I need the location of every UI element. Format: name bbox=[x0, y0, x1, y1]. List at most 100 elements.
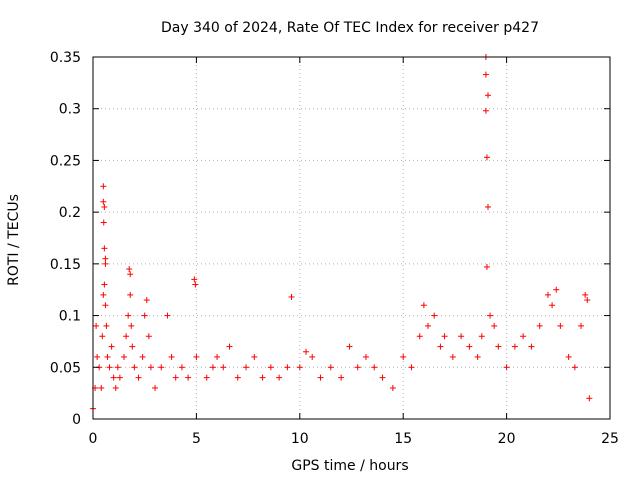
data-point bbox=[220, 364, 227, 371]
data-point bbox=[584, 297, 591, 304]
data-point bbox=[98, 384, 105, 391]
x-tick-label: 10 bbox=[291, 431, 309, 447]
data-point bbox=[437, 343, 444, 350]
data-point bbox=[536, 322, 543, 329]
data-point bbox=[209, 364, 216, 371]
scatter-points bbox=[90, 54, 593, 412]
data-point bbox=[483, 263, 490, 270]
x-tick-label: 20 bbox=[498, 431, 516, 447]
data-point bbox=[495, 343, 502, 350]
data-point bbox=[152, 384, 159, 391]
data-point bbox=[354, 364, 361, 371]
data-point bbox=[191, 276, 198, 283]
data-point bbox=[126, 266, 133, 273]
data-point bbox=[389, 384, 396, 391]
data-point bbox=[586, 395, 593, 402]
data-point bbox=[511, 343, 518, 350]
data-point bbox=[483, 154, 490, 161]
data-point bbox=[108, 343, 115, 350]
data-point bbox=[158, 364, 165, 371]
data-point bbox=[431, 312, 438, 319]
data-point bbox=[309, 353, 316, 360]
data-point bbox=[267, 364, 274, 371]
data-point bbox=[203, 374, 210, 381]
data-point bbox=[100, 291, 107, 298]
data-point bbox=[135, 374, 142, 381]
data-point bbox=[102, 260, 109, 267]
data-point bbox=[101, 203, 108, 210]
data-point bbox=[243, 364, 250, 371]
y-axis-ticks: 0 0.05 0.1 0.15 0.2 0.25 0.3 0.35 bbox=[50, 50, 610, 428]
data-point bbox=[441, 333, 448, 340]
data-point bbox=[420, 302, 427, 309]
data-point bbox=[226, 343, 233, 350]
data-point bbox=[94, 353, 101, 360]
data-point bbox=[482, 71, 489, 78]
y-tick-label: 0.1 bbox=[59, 309, 81, 325]
y-tick-label: 0.35 bbox=[50, 50, 81, 66]
data-point bbox=[276, 374, 283, 381]
data-point bbox=[100, 219, 107, 226]
data-point bbox=[193, 353, 200, 360]
x-tick-label: 15 bbox=[394, 431, 412, 447]
data-point bbox=[192, 281, 199, 288]
data-point bbox=[582, 291, 589, 298]
data-point bbox=[284, 364, 291, 371]
y-tick-label: 0.25 bbox=[50, 153, 81, 169]
data-point bbox=[571, 364, 578, 371]
data-point bbox=[338, 374, 345, 381]
data-point bbox=[458, 333, 465, 340]
data-point bbox=[123, 333, 130, 340]
data-point bbox=[99, 333, 106, 340]
data-point bbox=[484, 92, 491, 99]
y-tick-label: 0.05 bbox=[50, 360, 81, 376]
data-point bbox=[185, 374, 192, 381]
y-tick-label: 0.15 bbox=[50, 257, 81, 273]
data-point bbox=[164, 312, 171, 319]
data-point bbox=[129, 343, 136, 350]
data-point bbox=[139, 353, 146, 360]
data-point bbox=[362, 353, 369, 360]
data-point bbox=[102, 255, 109, 262]
data-point bbox=[114, 364, 121, 371]
data-point bbox=[106, 364, 113, 371]
data-point bbox=[178, 364, 185, 371]
data-point bbox=[127, 271, 134, 278]
data-point bbox=[478, 333, 485, 340]
data-point bbox=[487, 312, 494, 319]
data-point bbox=[116, 374, 123, 381]
y-axis-label: ROTI / TECUs bbox=[6, 194, 22, 286]
grid-lines bbox=[93, 57, 610, 419]
x-tick-label: 5 bbox=[192, 431, 201, 447]
data-point bbox=[317, 374, 324, 381]
data-point bbox=[251, 353, 258, 360]
data-point bbox=[400, 353, 407, 360]
data-point bbox=[93, 322, 100, 329]
y-tick-label: 0.2 bbox=[59, 205, 81, 221]
data-point bbox=[101, 245, 108, 252]
data-point bbox=[303, 348, 310, 355]
data-point bbox=[172, 374, 179, 381]
data-point bbox=[346, 343, 353, 350]
data-point bbox=[288, 293, 295, 300]
data-point bbox=[371, 364, 378, 371]
data-point bbox=[425, 322, 432, 329]
data-point bbox=[214, 353, 221, 360]
data-point bbox=[112, 384, 119, 391]
data-point bbox=[259, 374, 266, 381]
data-point bbox=[127, 291, 134, 298]
chart-title: Day 340 of 2024, Rate Of TEC Index for r… bbox=[161, 20, 539, 36]
y-tick-label: 0 bbox=[72, 412, 81, 428]
data-point bbox=[557, 322, 564, 329]
y-tick-label: 0.3 bbox=[59, 102, 81, 118]
data-point bbox=[408, 364, 415, 371]
data-point bbox=[102, 302, 109, 309]
data-point bbox=[491, 322, 498, 329]
data-point bbox=[125, 312, 132, 319]
data-point bbox=[234, 374, 241, 381]
data-point bbox=[147, 364, 154, 371]
data-point bbox=[128, 322, 135, 329]
data-point bbox=[110, 374, 117, 381]
data-point bbox=[100, 198, 107, 205]
